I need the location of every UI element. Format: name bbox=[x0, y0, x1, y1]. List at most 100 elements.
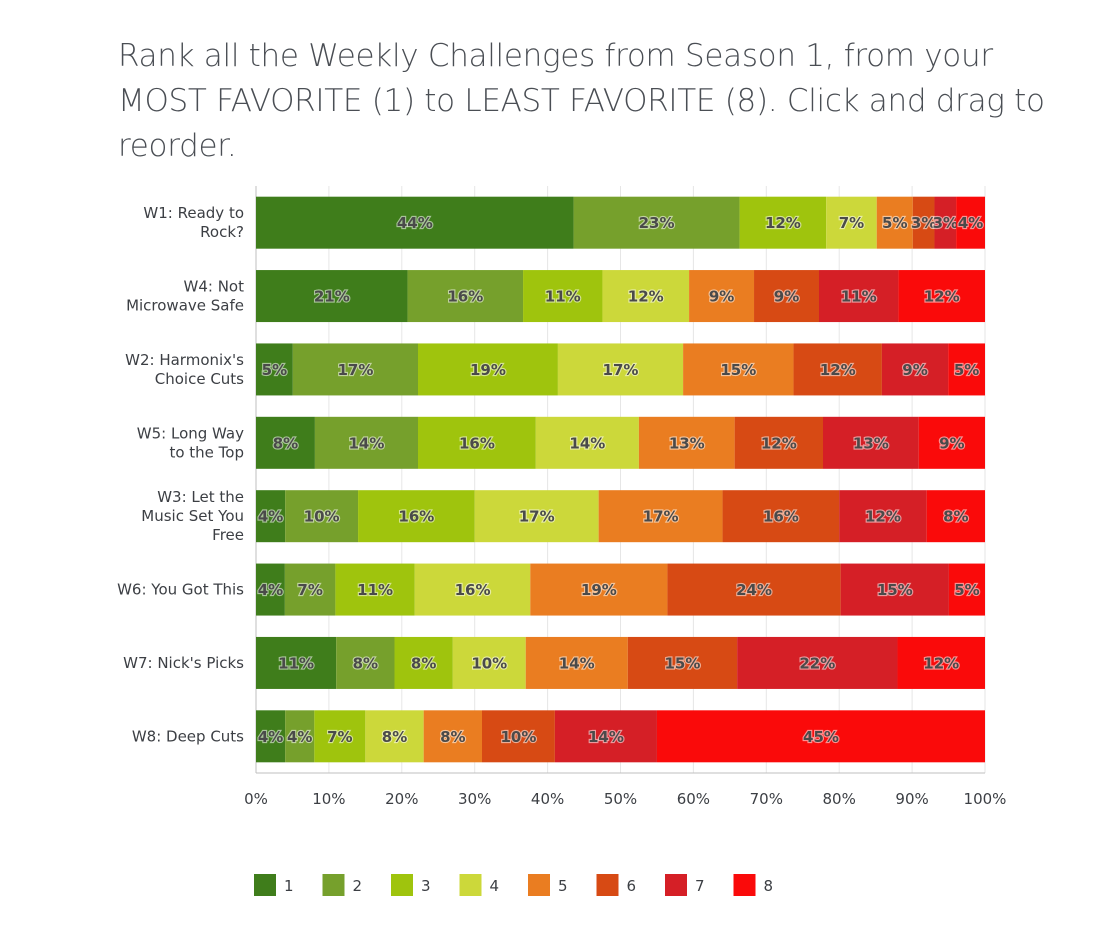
bar-segment bbox=[474, 490, 599, 543]
legend-label: 7 bbox=[695, 877, 705, 895]
bar-value-label: 21% bbox=[314, 288, 350, 306]
bar-value-label: 9% bbox=[939, 434, 964, 452]
x-tick-label: 0% bbox=[244, 790, 268, 808]
category-label: W4: Not bbox=[184, 278, 245, 296]
bar-value-label: 8% bbox=[382, 728, 407, 746]
bar-value-label: 14% bbox=[588, 728, 624, 746]
bar-value-label: 24% bbox=[736, 581, 772, 599]
bar-value-label: 19% bbox=[470, 361, 506, 379]
bar-value-label: 8% bbox=[411, 654, 436, 672]
bar-segment bbox=[285, 710, 315, 763]
bar-segment bbox=[256, 636, 337, 689]
category-label: W8: Deep Cuts bbox=[132, 727, 244, 745]
bar-value-label: 5% bbox=[882, 214, 907, 232]
bar-segment bbox=[948, 343, 985, 396]
bar-value-label: 4% bbox=[287, 728, 312, 746]
bar-value-label: 12% bbox=[923, 654, 959, 672]
bar-segment bbox=[934, 196, 957, 249]
bar-value-label: 12% bbox=[761, 434, 797, 452]
bar-segment bbox=[292, 343, 418, 396]
bar-segment bbox=[638, 416, 735, 469]
bar-value-label: 15% bbox=[720, 361, 756, 379]
bar-segment bbox=[530, 563, 668, 616]
bar-value-label: 12% bbox=[765, 214, 801, 232]
bar-segment bbox=[365, 710, 424, 763]
bar-value-label: 19% bbox=[581, 581, 617, 599]
bar-segment bbox=[754, 270, 819, 323]
x-tick-label: 20% bbox=[385, 790, 418, 808]
bar-segment bbox=[598, 490, 723, 543]
category-label: Choice Cuts bbox=[155, 370, 244, 388]
bar-segment bbox=[656, 710, 985, 763]
bar-value-label: 9% bbox=[774, 288, 799, 306]
category-label: Microwave Safe bbox=[126, 297, 244, 315]
bar-value-label: 3% bbox=[933, 214, 958, 232]
bar-segment bbox=[557, 343, 684, 396]
bar-segment bbox=[956, 196, 985, 249]
legend-swatch bbox=[322, 874, 345, 896]
bar-segment bbox=[256, 490, 286, 543]
bar-value-label: 7% bbox=[327, 728, 352, 746]
bar-series: 44% 23% 12% 7% 5% 3%3% 4%21% 16% 11% 12% 9% 9% 11% 12… bbox=[256, 196, 985, 763]
bar-segment bbox=[573, 196, 740, 249]
legend-swatch bbox=[665, 874, 687, 896]
bar-segment bbox=[897, 636, 985, 689]
bar-value-label: 4% bbox=[258, 581, 283, 599]
bar-segment bbox=[314, 710, 366, 763]
x-tick-label: 70% bbox=[750, 790, 783, 808]
bar-value-label: 12% bbox=[628, 288, 664, 306]
bar-segment bbox=[523, 270, 603, 323]
bar-segment bbox=[256, 710, 286, 763]
bar-segment bbox=[823, 416, 919, 469]
legend-swatch bbox=[733, 874, 756, 896]
legend-swatch bbox=[391, 874, 413, 896]
bar-segment bbox=[793, 343, 882, 396]
bar-value-label: 17% bbox=[643, 508, 679, 526]
bar-segment bbox=[336, 636, 395, 689]
bar-segment bbox=[898, 270, 985, 323]
bar-segment bbox=[667, 563, 841, 616]
legend-label: 1 bbox=[284, 877, 294, 895]
legend-label: 6 bbox=[627, 877, 637, 895]
bar-value-label: 16% bbox=[447, 288, 483, 306]
legend-swatch bbox=[254, 874, 276, 896]
bar-value-label: 8% bbox=[440, 728, 465, 746]
bar-value-label: 11% bbox=[357, 581, 393, 599]
bar-segment bbox=[256, 270, 408, 323]
bar-value-label: 10% bbox=[304, 508, 340, 526]
category-label: to the Top bbox=[169, 443, 244, 461]
bar-segment bbox=[683, 343, 794, 396]
bar-value-label: 14% bbox=[559, 654, 595, 672]
bar-segment bbox=[284, 563, 336, 616]
legend-swatch bbox=[459, 874, 482, 896]
bar-segment bbox=[926, 490, 985, 543]
bar-value-label: 13% bbox=[669, 434, 705, 452]
bar-value-label: 15% bbox=[665, 654, 701, 672]
bar-segment bbox=[627, 636, 738, 689]
bar-value-label: 23% bbox=[639, 214, 675, 232]
x-tick-label: 60% bbox=[677, 790, 710, 808]
bar-segment bbox=[535, 416, 639, 469]
bar-value-label: 17% bbox=[337, 361, 373, 379]
bar-segment bbox=[737, 636, 898, 689]
x-tick-label: 80% bbox=[823, 790, 856, 808]
bar-value-label: 8% bbox=[273, 434, 298, 452]
category-label: W3: Let the bbox=[157, 488, 244, 506]
bar-value-label: 8% bbox=[353, 654, 378, 672]
x-tick-label: 100% bbox=[964, 790, 1007, 808]
bar-value-label: 4% bbox=[958, 214, 983, 232]
bar-segment bbox=[722, 490, 840, 543]
legend-label: 2 bbox=[353, 877, 363, 895]
category-label: W7: Nick's Picks bbox=[123, 654, 244, 672]
x-tick-label: 50% bbox=[604, 790, 637, 808]
bar-value-label: 7% bbox=[297, 581, 322, 599]
bar-value-label: 7% bbox=[839, 214, 864, 232]
bar-value-label: 45% bbox=[803, 728, 839, 746]
bar-segment bbox=[394, 636, 453, 689]
bar-segment bbox=[481, 710, 555, 763]
bar-value-label: 16% bbox=[455, 581, 491, 599]
bar-value-label: 11% bbox=[841, 288, 877, 306]
bar-segment bbox=[876, 196, 913, 249]
